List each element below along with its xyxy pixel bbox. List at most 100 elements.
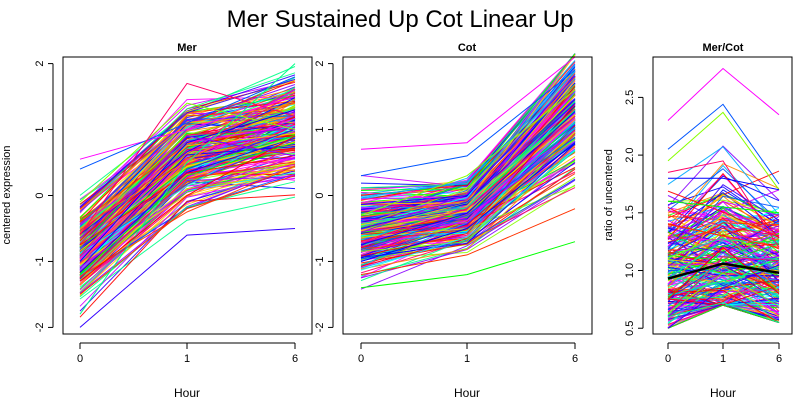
series-line — [667, 190, 780, 238]
x-axis-label-ratio: Hour — [710, 386, 736, 400]
series-line — [667, 233, 780, 259]
series-line — [668, 177, 780, 191]
y-tick-label: 1.0 — [624, 263, 636, 278]
series-line — [667, 67, 780, 121]
y-tick-label: 0 — [314, 192, 326, 198]
series-line — [667, 251, 780, 277]
series-line — [79, 78, 296, 208]
x-tick-label: 0 — [665, 353, 671, 365]
y-tick-label: 2 — [34, 61, 46, 67]
x-axis-cot: 0 1 6 — [358, 342, 578, 365]
series-line — [667, 256, 780, 313]
y-tick-label: 1.5 — [624, 205, 636, 220]
y-axis-label-ratio: ratio of uncentered — [603, 149, 615, 241]
series-line — [667, 266, 780, 297]
y-tick-label: -1 — [314, 257, 326, 267]
mean-series-line — [667, 262, 780, 280]
series-line — [360, 178, 576, 290]
series-line — [360, 119, 576, 250]
series-line — [79, 137, 296, 248]
plot-frame-mer — [62, 56, 313, 335]
series-line — [79, 82, 296, 236]
series-line — [667, 103, 780, 185]
series-line — [360, 102, 576, 229]
series-line — [667, 200, 780, 214]
series-line — [360, 109, 576, 224]
y-tick-label: -2 — [34, 323, 46, 333]
y-tick-label: 2 — [314, 61, 326, 67]
series-line — [667, 264, 780, 329]
x-axis-label-mer: Hour — [174, 386, 200, 400]
series-line — [79, 165, 296, 277]
series-line — [667, 304, 780, 329]
series-line — [360, 136, 576, 250]
series-line — [360, 142, 576, 262]
series-line — [667, 266, 780, 297]
series-line — [79, 142, 296, 275]
plot-area-ratio — [667, 67, 780, 329]
series-line — [79, 174, 296, 307]
series-line — [79, 121, 296, 259]
y-tick-label: -1 — [34, 257, 46, 267]
series-line — [667, 210, 780, 237]
x-axis-label-cot: Hour — [454, 386, 480, 400]
series-line — [360, 56, 576, 150]
series-line — [79, 133, 296, 247]
series-line — [667, 175, 780, 233]
series-line — [667, 228, 780, 238]
x-tick-label: 1 — [184, 353, 190, 365]
series-line — [667, 194, 780, 237]
series-line — [667, 160, 780, 248]
series-line — [360, 241, 576, 289]
series-line — [360, 115, 576, 236]
y-tick-label: 1 — [314, 126, 326, 132]
series-line — [360, 208, 576, 276]
series-line — [360, 63, 576, 228]
series-line — [667, 239, 780, 280]
series-line — [360, 53, 576, 204]
y-tick-label: 2.5 — [624, 90, 636, 105]
y-axis-mer: -2 -1 0 1 2 — [34, 61, 54, 333]
series-line — [667, 289, 780, 323]
series-line — [667, 145, 780, 207]
series-line — [360, 89, 576, 216]
series-line — [79, 76, 296, 170]
series-line — [360, 149, 576, 271]
series-line — [79, 102, 296, 223]
series-line — [667, 172, 780, 240]
y-tick-label: 0 — [34, 192, 46, 198]
y-tick-label: 0.5 — [624, 321, 636, 336]
series-line — [360, 69, 576, 177]
panel-ratio: Mer/Cot 0.5 1.0 1.5 2.0 2.5 0 1 6 Hour ratio o… — [603, 42, 793, 400]
panel-mer-title: Mer — [177, 42, 197, 54]
series-line — [667, 240, 780, 300]
plot-area-mer — [79, 63, 296, 328]
series-line — [79, 63, 296, 315]
series-line — [360, 145, 576, 270]
x-axis-ratio: 0 1 6 — [665, 342, 782, 365]
series-line — [667, 111, 780, 190]
series-line — [79, 196, 296, 300]
plot-frame-cot — [342, 56, 593, 335]
plot-frame-ratio — [652, 56, 793, 335]
series-line — [360, 173, 576, 250]
series-line — [79, 80, 296, 207]
series-line — [79, 175, 296, 295]
series-line — [79, 132, 296, 260]
series-line — [667, 288, 780, 323]
series-line — [667, 213, 780, 277]
series-line — [79, 135, 296, 282]
y-tick-label: 1 — [34, 126, 46, 132]
series-line — [667, 302, 780, 323]
series-line — [79, 111, 296, 262]
series-line — [79, 96, 296, 160]
x-tick-label: 6 — [776, 353, 782, 365]
x-tick-label: 0 — [358, 353, 364, 365]
x-tick-label: 1 — [720, 353, 726, 365]
series-line — [79, 132, 296, 248]
figure-title: Mer Sustained Up Cot Linear Up — [227, 6, 574, 33]
y-axis-label-mer: centered expression — [1, 145, 13, 244]
series-line — [79, 135, 296, 249]
series-line — [667, 223, 780, 248]
